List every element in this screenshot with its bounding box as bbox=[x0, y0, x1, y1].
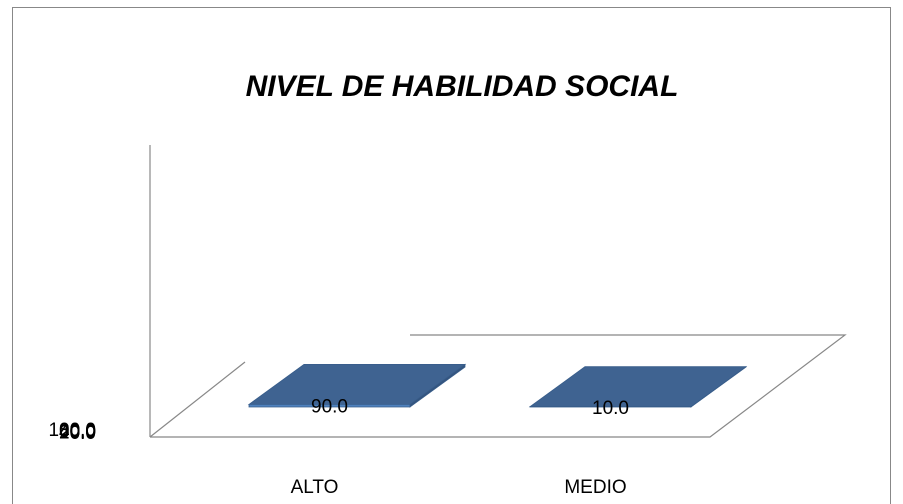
bar-top bbox=[247, 364, 467, 405]
bar bbox=[528, 365, 748, 408]
y-tick-label: 100.0 bbox=[48, 420, 96, 441]
y-tick-label: 60.0 bbox=[59, 421, 96, 442]
y-tick-label: 0.0 bbox=[70, 423, 96, 444]
x-tick-label: ALTO bbox=[291, 477, 339, 498]
x-tick-label: MEDIO bbox=[564, 477, 626, 498]
data-label: 90.0 bbox=[311, 397, 348, 418]
floor bbox=[149, 145, 847, 438]
bar-top bbox=[528, 366, 748, 408]
chart-frame bbox=[12, 7, 891, 504]
y-tick-label: 40.0 bbox=[59, 422, 96, 443]
bar-front bbox=[248, 404, 411, 408]
y-tick-label: 80.0 bbox=[59, 421, 96, 442]
data-label: 10.0 bbox=[592, 398, 629, 419]
chart-title: NIVEL DE HABILIDAD SOCIAL bbox=[246, 70, 679, 103]
bar bbox=[247, 363, 467, 408]
y-tick-label: 20.0 bbox=[59, 422, 96, 443]
